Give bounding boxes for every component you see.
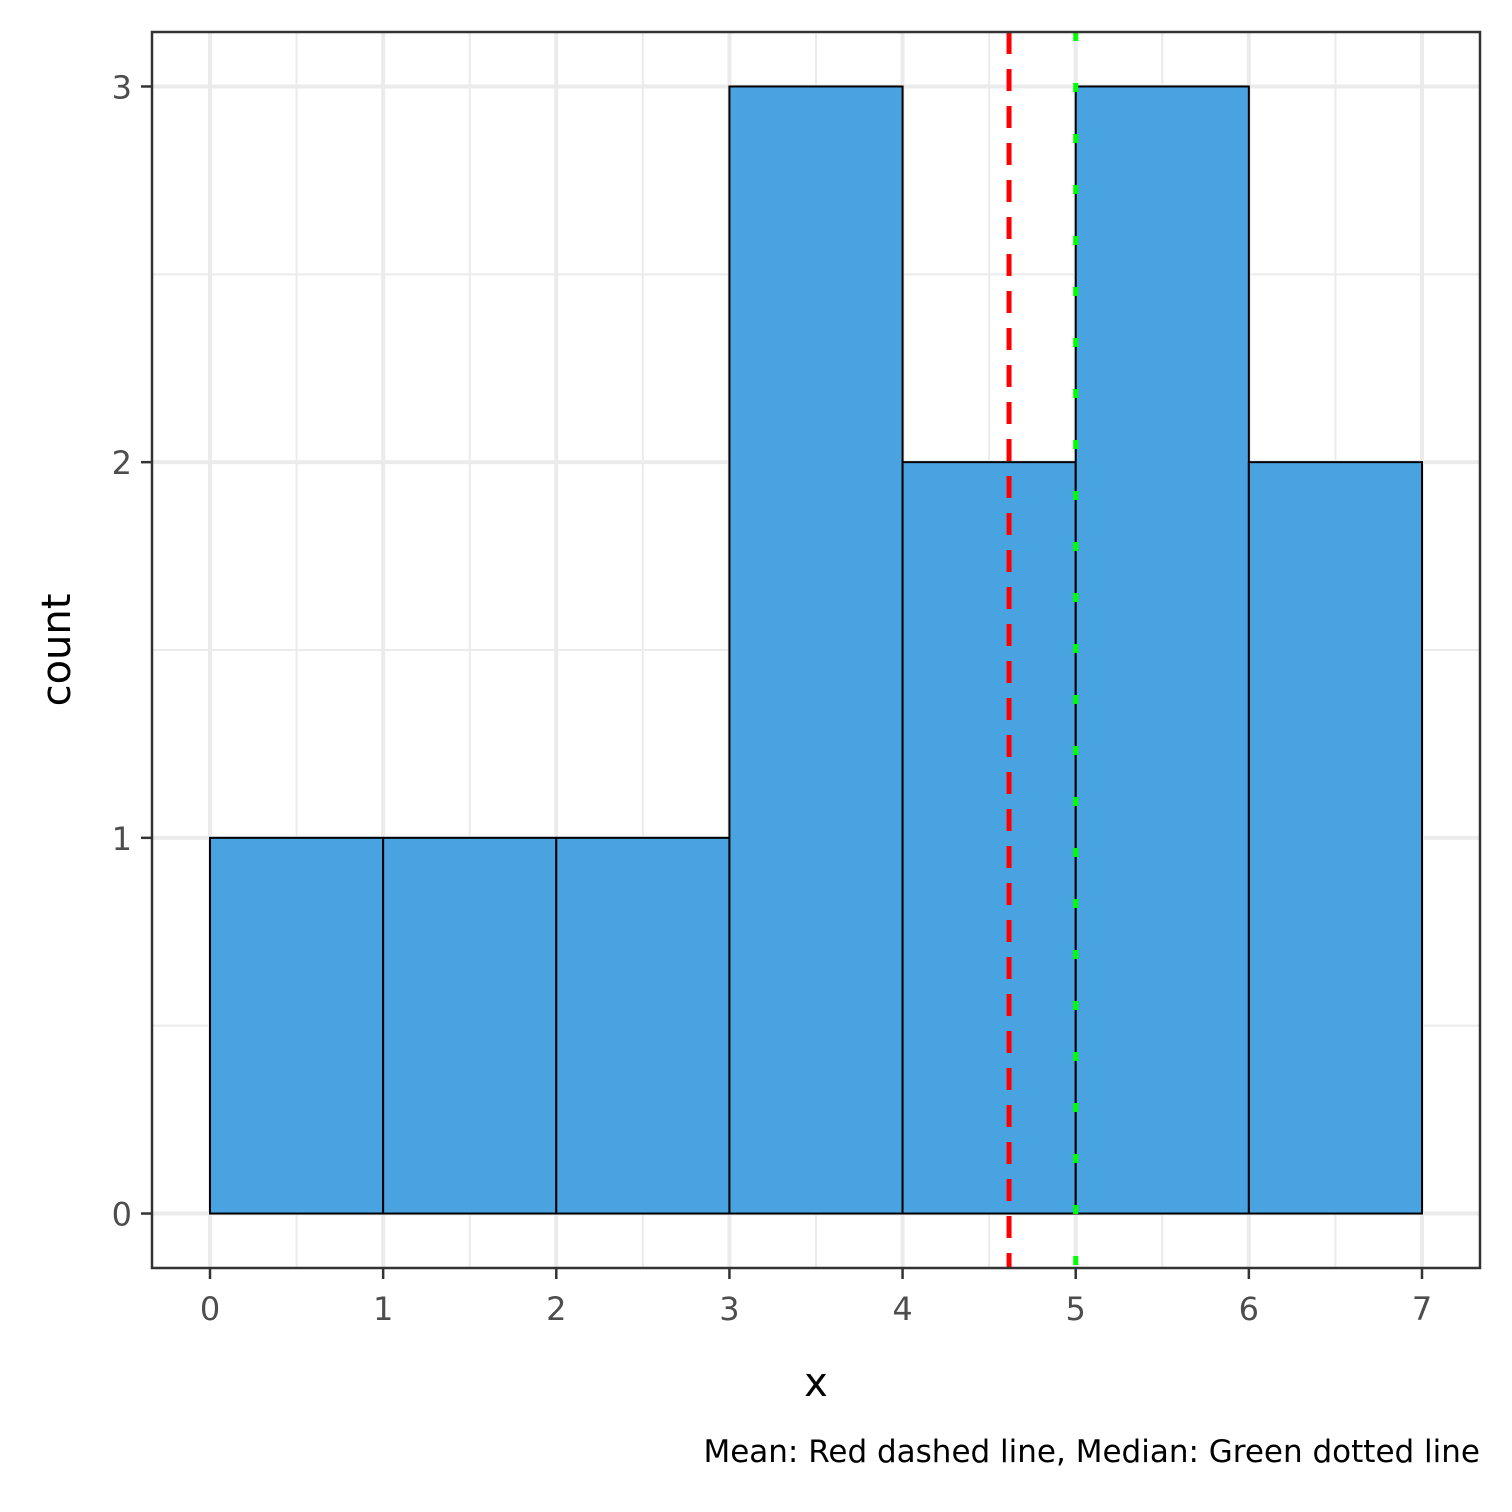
x-axis-title: x	[804, 1360, 828, 1406]
x-tick-label: 2	[546, 1290, 566, 1328]
histogram-bar	[555, 836, 731, 1215]
histogram-bar	[209, 836, 385, 1215]
axis-ticks: 0 1 2 3 4 5 6 7 0 1 2 3	[112, 68, 1433, 1328]
x-tick-label: 7	[1412, 1290, 1432, 1328]
x-tick-label: 3	[719, 1290, 739, 1328]
histogram-bar	[382, 836, 558, 1215]
histogram-bar	[1074, 85, 1250, 1215]
histogram-bar	[728, 85, 904, 1215]
x-tick-label: 6	[1239, 1290, 1259, 1328]
panel-border	[150, 30, 1482, 1270]
x-tick-label: 0	[200, 1290, 220, 1328]
histogram-bars	[209, 85, 1423, 1215]
x-tick-label: 1	[373, 1290, 393, 1328]
x-tick-label: 5	[1066, 1290, 1086, 1328]
chart-caption: Mean: Red dashed line, Median: Green dot…	[703, 1434, 1480, 1470]
y-tick-label: 3	[112, 68, 132, 106]
reference-lines	[1006, 32, 1079, 1268]
x-tick-label: 4	[892, 1290, 912, 1328]
y-tick-label: 1	[112, 820, 132, 858]
histogram-bar	[1247, 461, 1423, 1215]
y-tick-label: 2	[112, 444, 132, 482]
histogram-bar	[901, 461, 1077, 1215]
y-tick-label: 0	[112, 1196, 132, 1234]
y-axis-title: count	[34, 594, 80, 707]
